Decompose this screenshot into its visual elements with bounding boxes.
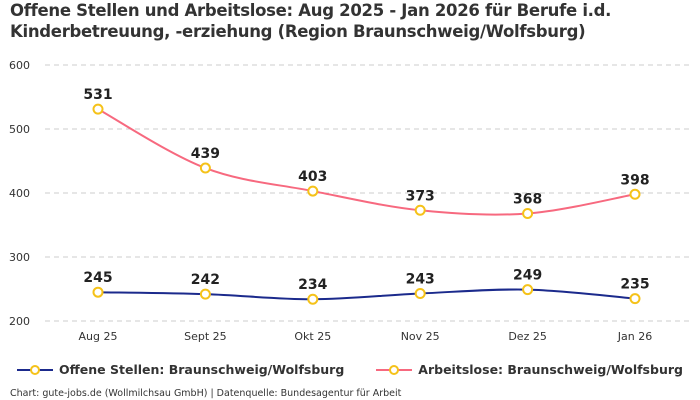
x-tick-label: Okt 25 [294, 330, 331, 343]
data-point [629, 293, 641, 305]
x-tick-label: Aug 25 [79, 330, 118, 343]
x-tick-label: Sept 25 [184, 330, 227, 343]
data-label: 242 [191, 272, 220, 288]
data-label: 373 [406, 188, 435, 204]
legend-marker-icon [17, 364, 54, 375]
chart-title: Offene Stellen und Arbeitslose: Aug 2025… [10, 1, 612, 41]
legend-label: Offene Stellen: Braunschweig/Wolfsburg [59, 362, 345, 377]
legend: Offene Stellen: Braunschweig/Wolfsburg A… [0, 362, 700, 377]
data-point [522, 284, 534, 296]
data-label: 234 [298, 277, 327, 293]
data-point [199, 162, 211, 174]
legend-item-offene-stellen[interactable]: Offene Stellen: Braunschweig/Wolfsburg [17, 362, 344, 377]
x-tick-label: Nov 25 [401, 330, 440, 343]
data-label: 368 [513, 191, 542, 207]
y-tick-label: 300 [9, 251, 30, 264]
line-chart: 200 300 400 500 600 Aug 25 Sept 25 Okt 25 Nov 25… [9, 59, 692, 343]
y-tick-label: 500 [9, 123, 30, 136]
legend-marker-icon [376, 364, 413, 375]
legend-item-arbeitslose[interactable]: Arbeitslose: Braunschweig/Wolfsburg [376, 362, 683, 377]
data-point [414, 287, 426, 299]
x-tick-label: Jan 26 [617, 330, 652, 343]
data-label: 235 [620, 277, 649, 293]
legend-label: Arbeitslose: Braunschweig/Wolfsburg [418, 362, 683, 377]
data-label: 439 [191, 146, 220, 162]
data-point [92, 286, 104, 298]
y-tick-label: 200 [9, 315, 30, 328]
data-label: 245 [83, 270, 112, 286]
series-line-0 [97, 288, 636, 301]
data-point [629, 188, 641, 200]
data-point [307, 293, 319, 305]
y-tick-label: 600 [9, 59, 30, 72]
y-tick-label: 400 [9, 187, 30, 200]
data-point [522, 207, 534, 219]
data-label: 243 [406, 271, 435, 287]
data-label: 531 [83, 87, 112, 103]
data-point [92, 103, 104, 115]
data-point [199, 288, 211, 300]
data-label: 403 [298, 169, 327, 185]
x-tick-label: Dez 25 [508, 330, 547, 343]
chart-credit: Chart: gute-jobs.de (Wollmilchsau GmbH) … [10, 388, 402, 399]
data-label: 398 [620, 172, 649, 188]
data-point [414, 204, 426, 216]
data-label: 249 [513, 268, 542, 284]
series-line-1 [97, 108, 636, 216]
data-point [307, 185, 319, 197]
